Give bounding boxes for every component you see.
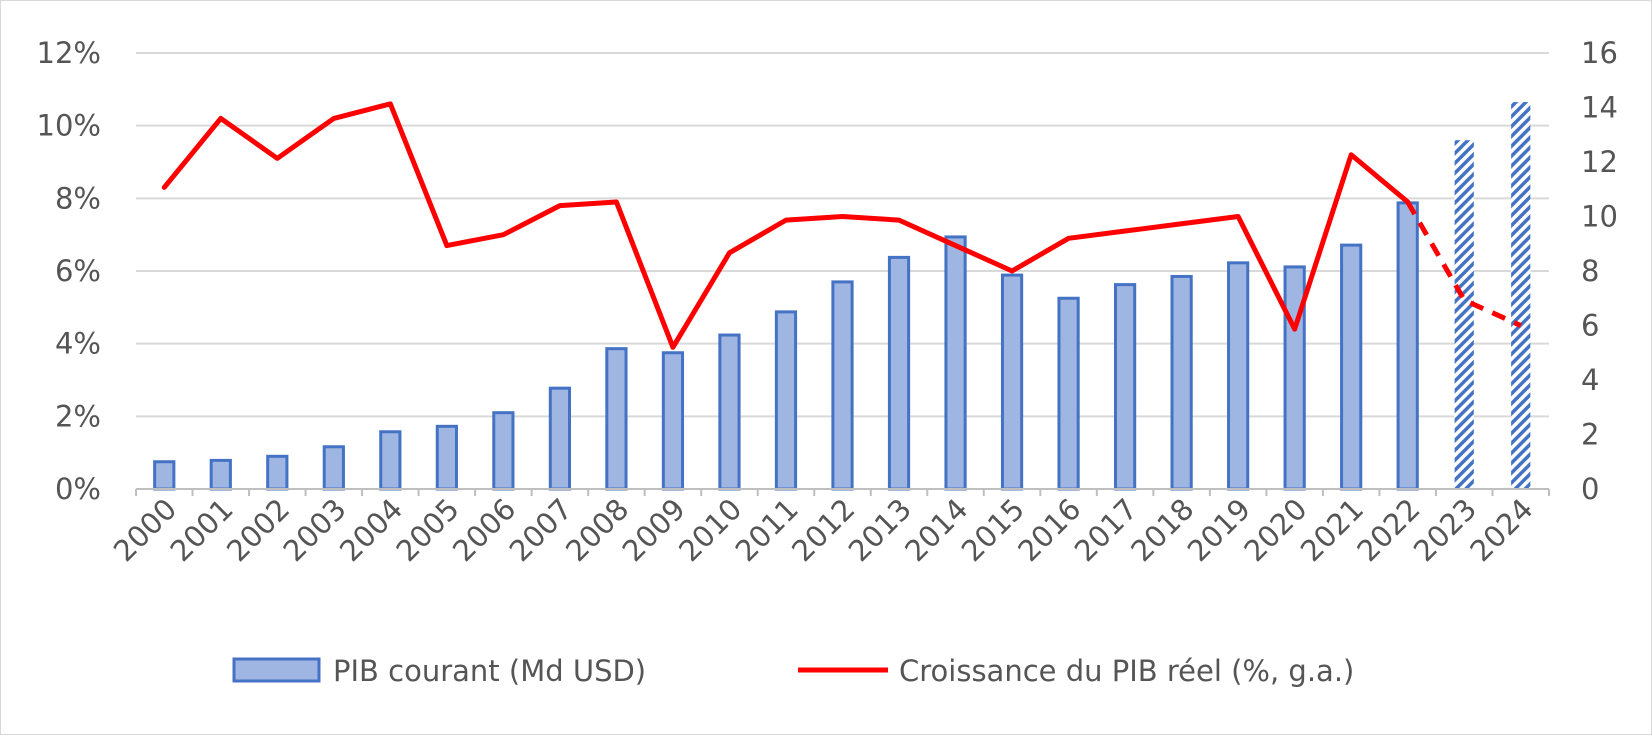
x-tick-label: 2022 — [1350, 492, 1426, 568]
x-tick-label: 2018 — [1124, 492, 1200, 568]
x-tick-label: 2017 — [1068, 492, 1144, 568]
legend-label-bars: PIB courant (Md USD) — [333, 654, 646, 688]
line-layer — [161, 101, 1522, 350]
y-left-tick-label: 8% — [55, 181, 101, 215]
x-tick-label: 2023 — [1407, 492, 1483, 568]
y-left-tick-label: 2% — [55, 399, 101, 433]
bar — [831, 280, 854, 491]
y-right-tick-label: 16 — [1581, 36, 1618, 70]
bar — [887, 255, 911, 491]
bar — [322, 445, 345, 491]
x-tick-label: 2010 — [672, 492, 748, 568]
x-tick-label: 2004 — [333, 492, 409, 568]
x-tick-label: 2020 — [1237, 492, 1313, 568]
x-tick-label: 2019 — [1181, 492, 1257, 568]
x-tick-label: 2002 — [220, 492, 296, 568]
y-left-tick-label: 0% — [55, 472, 101, 506]
y-left-tick-label: 6% — [55, 254, 101, 288]
bars-layer — [153, 102, 1531, 491]
bar — [379, 430, 402, 491]
y-left-tick-label: 12% — [37, 36, 101, 70]
bar — [435, 424, 458, 491]
y-right-tick-label: 10 — [1581, 200, 1618, 234]
x-tick-label: 2014 — [898, 492, 974, 568]
bar — [153, 460, 176, 491]
bar — [492, 411, 515, 491]
bar — [944, 235, 967, 491]
legend: PIB courant (Md USD) Croissance du PIB r… — [232, 654, 1354, 688]
y-left-tick-label: 10% — [37, 109, 101, 143]
axes-layer: 0%2%4%6%8%10%12%024681012141620002001200… — [37, 36, 1618, 568]
x-tick-label: 2015 — [955, 492, 1031, 568]
x-tick-label: 2006 — [446, 492, 522, 568]
line-series-growth-forecast — [1405, 200, 1522, 328]
x-tick-label: 2016 — [1011, 492, 1087, 568]
bar — [209, 458, 232, 491]
bar — [1057, 296, 1080, 491]
bar — [1340, 243, 1363, 491]
x-tick-label: 2024 — [1463, 492, 1539, 568]
bar — [1113, 283, 1137, 491]
bar-forecast — [1454, 140, 1474, 489]
bar — [1396, 201, 1419, 491]
x-tick-label: 2000 — [107, 492, 183, 568]
bar — [605, 347, 628, 491]
y-right-tick-label: 2 — [1581, 418, 1599, 452]
bar — [1170, 274, 1193, 491]
bar — [548, 386, 572, 491]
x-tick-label: 2009 — [616, 492, 692, 568]
y-right-tick-label: 0 — [1581, 472, 1599, 506]
x-tick-label: 2021 — [1294, 492, 1370, 568]
bar — [1000, 273, 1024, 491]
legend-swatch-bars — [232, 657, 321, 683]
y-right-tick-label: 8 — [1581, 254, 1599, 288]
x-tick-label: 2011 — [729, 492, 805, 568]
y-right-tick-label: 6 — [1581, 309, 1599, 343]
bar — [266, 454, 289, 491]
x-tick-label: 2007 — [503, 492, 579, 568]
y-left-tick-label: 4% — [55, 327, 101, 361]
x-tick-label: 2012 — [785, 492, 861, 568]
x-tick-label: 2003 — [277, 492, 353, 568]
bar — [1283, 265, 1306, 491]
y-right-tick-label: 4 — [1581, 363, 1599, 397]
grid-layer — [136, 52, 1549, 418]
x-tick-label: 2008 — [559, 492, 635, 568]
bar — [774, 310, 798, 491]
x-tick-label: 2001 — [163, 492, 239, 568]
y-right-tick-label: 14 — [1581, 91, 1618, 125]
bar — [718, 333, 741, 491]
x-tick-label: 2005 — [390, 492, 466, 568]
bar — [661, 351, 685, 491]
bar — [1227, 261, 1250, 491]
y-right-tick-label: 12 — [1581, 145, 1618, 179]
x-tick-label: 2013 — [842, 492, 918, 568]
bar-forecast — [1511, 102, 1531, 490]
legend-label-line: Croissance du PIB réel (%, g.a.) — [899, 654, 1354, 688]
